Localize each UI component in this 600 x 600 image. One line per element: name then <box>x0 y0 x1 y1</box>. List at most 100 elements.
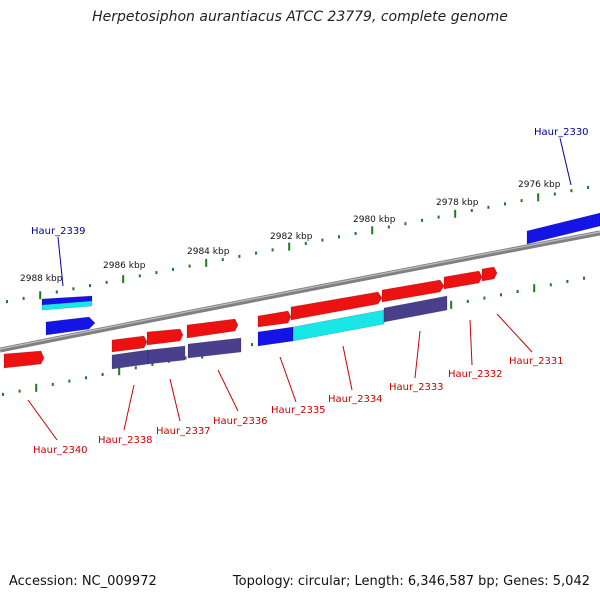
outer-tick <box>321 238 324 242</box>
outer-tick <box>89 284 91 288</box>
label-haur-2332[interactable]: Haur_2332 <box>448 369 503 380</box>
leader-haur-2332 <box>469 319 473 366</box>
label-haur-2334[interactable]: Haur_2334 <box>328 394 383 405</box>
outer-tick <box>354 232 357 235</box>
outer-tick <box>504 202 506 206</box>
outer-tick <box>221 258 224 262</box>
leader-haur-2339 <box>57 236 64 287</box>
inner-tick <box>466 299 469 303</box>
leader-haur-2340 <box>27 399 58 441</box>
gene-features <box>3 212 600 370</box>
outer-tick <box>387 225 390 229</box>
label-haur-2339[interactable]: Haur_2339 <box>31 226 86 237</box>
outer-tick <box>338 235 340 239</box>
outer-tick <box>421 218 423 222</box>
leader-haur-2330 <box>559 137 572 186</box>
leader-haur-2337 <box>169 378 181 422</box>
inner-tick <box>583 276 585 280</box>
gene-haur-2332[interactable] <box>443 270 483 290</box>
outer-tick <box>371 226 374 235</box>
outer-tick <box>304 241 307 245</box>
kbp-label-2976: 2976 kbp <box>518 180 561 190</box>
inner-tick <box>566 280 569 283</box>
outer-tick-track <box>6 185 589 304</box>
gene-haur-2338[interactable] <box>111 335 148 353</box>
gene-haur-2331[interactable] <box>481 266 498 282</box>
outer-tick <box>487 205 490 209</box>
inner-tick <box>450 300 453 309</box>
gene-haur-2339-arrow[interactable] <box>45 316 96 336</box>
label-haur-2338[interactable]: Haur_2338 <box>98 435 153 446</box>
leader-haur-2336 <box>217 369 239 412</box>
gene-haur-2334[interactable] <box>290 291 383 321</box>
inner-tick <box>18 389 21 393</box>
gene-haur-2338-lower <box>111 349 149 370</box>
outer-tick <box>155 271 158 275</box>
inner-tick <box>118 367 121 376</box>
inner-tick <box>51 382 54 386</box>
outer-tick <box>520 199 523 203</box>
kbp-label-2986: 2986 kbp <box>103 261 146 271</box>
kbp-label-2988: 2988 kbp <box>20 274 63 284</box>
outer-tick <box>238 254 241 258</box>
kbp-label-2978: 2978 kbp <box>436 198 479 208</box>
kbp-label-2982: 2982 kbp <box>270 232 313 242</box>
gene-haur-2334-lower <box>292 309 385 342</box>
inner-tick <box>533 284 536 293</box>
inner-tick <box>184 356 187 360</box>
outer-tick <box>570 189 573 193</box>
inner-tick <box>500 293 502 297</box>
outer-tick <box>537 193 540 202</box>
inner-tick <box>101 373 104 376</box>
leader-haur-2335 <box>279 356 297 403</box>
kbp-label-2984: 2984 kbp <box>187 247 230 257</box>
inner-tick <box>134 366 137 370</box>
label-haur-2330[interactable]: Haur_2330 <box>534 127 589 138</box>
gene-haur-2337[interactable] <box>146 328 184 346</box>
gene-haur-2330[interactable] <box>526 212 600 245</box>
outer-tick <box>404 222 407 226</box>
outer-tick <box>587 185 589 189</box>
leader-haur-2333 <box>414 330 421 379</box>
gene-haur-2340[interactable] <box>3 350 45 369</box>
inner-tick <box>516 290 519 293</box>
outer-tick <box>22 296 25 300</box>
outer-tick <box>172 267 174 271</box>
inner-tick <box>483 296 486 300</box>
accession-text: Accession: NC_009972 <box>9 574 157 589</box>
genome-backbone <box>0 230 600 353</box>
outer-tick <box>138 274 141 278</box>
inner-tick <box>549 283 552 287</box>
label-haur-2337[interactable]: Haur_2337 <box>156 426 211 437</box>
outer-tick <box>288 242 291 251</box>
outer-tick <box>437 215 440 219</box>
gene-haur-2333[interactable] <box>381 279 445 303</box>
gene-haur-2336[interactable] <box>186 318 239 339</box>
outer-tick <box>6 300 8 304</box>
inner-tick <box>151 363 154 366</box>
outer-tick <box>122 275 125 284</box>
topology-text: Topology: circular; Length: 6,346,587 bp… <box>232 574 590 589</box>
map-title: Herpetosiphon aurantiacus ATCC 23779, co… <box>92 9 508 25</box>
label-haur-2331[interactable]: Haur_2331 <box>509 356 564 367</box>
gene-haur-2336-lower <box>187 337 242 359</box>
label-haur-2333[interactable]: Haur_2333 <box>389 382 444 393</box>
outer-tick <box>205 258 208 267</box>
inner-tick <box>2 392 4 396</box>
outer-tick <box>553 192 556 196</box>
label-haur-2340[interactable]: Haur_2340 <box>33 445 88 456</box>
leader-haur-2334 <box>342 345 353 391</box>
outer-tick <box>55 290 58 294</box>
leader-haur-2338 <box>123 384 135 431</box>
label-haur-2335[interactable]: Haur_2335 <box>271 405 326 416</box>
outer-tick <box>39 291 42 300</box>
outer-tick <box>105 280 108 284</box>
kbp-label-2980: 2980 kbp <box>353 215 396 225</box>
inner-tick <box>35 383 38 392</box>
outer-tick <box>188 264 191 268</box>
inner-tick <box>251 343 253 347</box>
gene-haur-2335[interactable] <box>257 310 292 328</box>
outer-tick <box>255 251 257 255</box>
label-haur-2336[interactable]: Haur_2336 <box>213 416 268 427</box>
